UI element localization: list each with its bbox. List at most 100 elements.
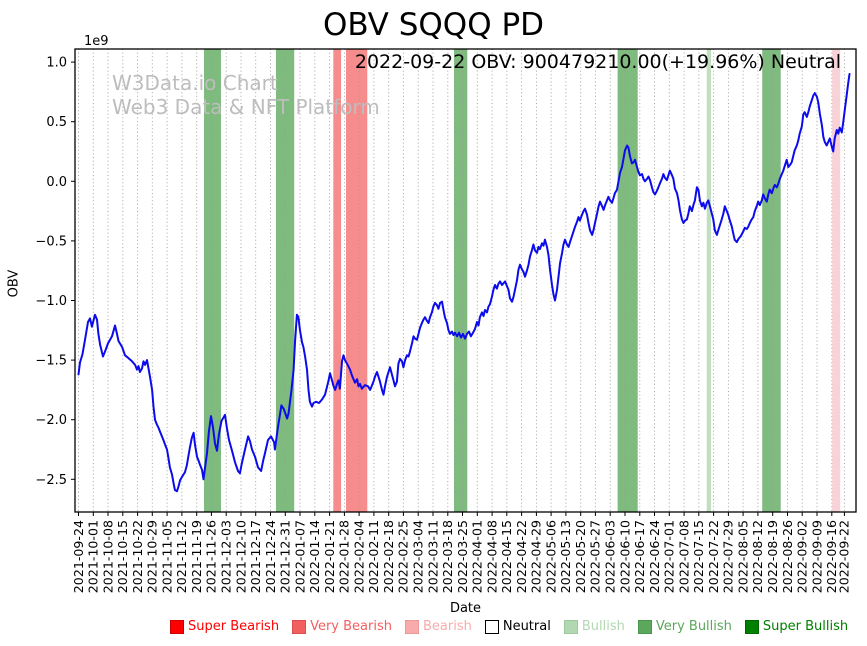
x-tick-label: 2022-09-09 [809, 520, 824, 593]
legend-swatch-bullish [563, 619, 578, 634]
x-tick-label: 2022-03-11 [425, 520, 440, 593]
x-tick-label: 2022-03-18 [440, 520, 455, 593]
x-tick-label: 2022-05-06 [543, 520, 558, 593]
x-tick-label: 2021-11-05 [159, 520, 174, 593]
obv-line [77, 73, 851, 493]
x-tick-label: 2022-08-12 [750, 520, 765, 593]
x-tick-label: 2022-07-01 [662, 520, 677, 593]
x-tick-label: 2021-12-17 [248, 520, 263, 593]
signal-band-very-bullish [454, 49, 468, 512]
y-tick-label: 0.5 [46, 115, 67, 130]
x-tick-label: 2022-06-03 [603, 520, 618, 593]
x-tick-label: 2022-06-24 [647, 520, 662, 593]
x-tick-label: 2022-01-07 [292, 520, 307, 593]
x-tick-label: 2022-04-15 [499, 520, 514, 593]
x-tick-label: 2022-07-15 [691, 520, 706, 593]
legend-item-very-bearish: Very Bearish [292, 619, 392, 634]
x-tick-label: 2022-09-22 [837, 520, 852, 593]
legend-label-bullish: Bullish [581, 619, 625, 634]
watermark: W3Data.io Chart Web3 Data & NFT Platform [112, 71, 380, 119]
legend-item-super-bearish: Super Bearish [170, 619, 279, 634]
legend-swatch-very-bullish [637, 619, 652, 634]
legend-label-neutral: Neutral [502, 619, 551, 634]
y-axis-offset-label: 1e9 [84, 34, 109, 49]
legend-label-super-bullish: Super Bullish [762, 619, 849, 634]
signal-band-very-bullish [276, 49, 295, 512]
y-tick-label: −0.5 [35, 234, 67, 249]
legend-item-super-bullish: Super Bullish [744, 619, 849, 634]
x-tick-label: 2021-10-15 [115, 520, 130, 593]
signal-band-very-bullish [762, 49, 781, 512]
signal-band-very-bullish [617, 49, 638, 512]
legend-swatch-very-bearish [292, 619, 307, 634]
y-tick-label: 1.0 [46, 56, 67, 71]
legend-swatch-super-bullish [744, 619, 759, 634]
x-tick-label: 2022-09-16 [824, 520, 839, 593]
x-tick-label: 2022-02-25 [396, 520, 411, 593]
x-tick-label: 2022-05-20 [573, 520, 588, 593]
x-tick-label: 2021-11-26 [204, 520, 219, 593]
legend-label-bearish: Bearish [422, 619, 472, 634]
x-tick-label: 2022-01-14 [307, 520, 322, 593]
x-tick-label: 2021-11-12 [174, 520, 189, 593]
y-tick-label: −1.5 [35, 354, 67, 369]
x-tick-label: 2022-05-13 [558, 520, 573, 593]
x-tick-label: 2022-02-04 [351, 520, 366, 593]
x-tick-label: 2022-07-08 [676, 520, 691, 593]
signal-band-bearish [832, 49, 841, 512]
legend-label-very-bearish: Very Bearish [310, 619, 392, 634]
legend-item-bullish: Bullish [563, 619, 625, 634]
x-tick-label: 2021-10-01 [86, 520, 101, 593]
x-tick-label: 2022-01-21 [322, 520, 337, 593]
x-tick-label: 2022-09-02 [795, 520, 810, 593]
y-tick-label: −1.0 [35, 294, 67, 309]
x-tick-label: 2021-12-03 [219, 520, 234, 593]
signal-legend: Super Bearish Very Bearish Bearish Neutral B… [170, 619, 848, 634]
legend-item-bearish: Bearish [404, 619, 472, 634]
latest-value-annotation: 2022-09-22 OBV: 900479210.00(+19.96%) Ne… [354, 51, 841, 73]
plot-border [74, 48, 857, 513]
x-tick-label: 2022-08-05 [735, 520, 750, 593]
x-tick-label: 2022-04-01 [470, 520, 485, 593]
x-tick-label: 2021-10-08 [100, 520, 115, 593]
x-tick-label: 2022-02-11 [366, 520, 381, 593]
x-tick-label: 2022-06-17 [632, 520, 647, 593]
legend-item-neutral: Neutral [484, 619, 551, 634]
signal-band-very-bearish [333, 49, 342, 512]
x-tick-label: 2022-02-18 [381, 520, 396, 593]
x-tick-label: 2022-05-27 [588, 520, 603, 593]
y-tick-label: −2.0 [35, 413, 67, 428]
x-tick-label: 2021-12-31 [278, 520, 293, 593]
x-axis-title: Date [449, 601, 482, 616]
y-tick-label: −2.5 [35, 473, 67, 488]
x-tick-label: 2021-10-29 [145, 520, 160, 593]
legend-swatch-super-bearish [170, 619, 184, 634]
chart-title: OBV SQQQ PD [322, 7, 545, 43]
x-tick-label: 2022-04-29 [529, 520, 544, 593]
x-tick-label: 2021-12-10 [233, 520, 248, 593]
x-tick-label: 2022-01-28 [337, 520, 352, 593]
x-tick-label: 2021-12-24 [263, 520, 278, 593]
signal-band-very-bearish [346, 49, 368, 512]
watermark-line-1: W3Data.io Chart [112, 71, 278, 95]
x-tick-label: 2022-04-08 [484, 520, 499, 593]
x-tick-label: 2021-09-24 [71, 520, 86, 593]
x-tick-label: 2022-06-10 [617, 520, 632, 593]
x-tick-label: 2022-03-25 [455, 520, 470, 593]
legend-label-super-bearish: Super Bearish [188, 619, 280, 634]
x-tick-label: 2021-11-19 [189, 520, 204, 593]
legend-label-very-bullish: Very Bullish [655, 619, 732, 634]
watermark-line-2: Web3 Data & NFT Platform [112, 95, 380, 119]
x-tick-label: 2022-08-26 [780, 520, 795, 593]
x-tick-label: 2022-04-22 [514, 520, 529, 593]
x-tick-label: 2022-07-29 [721, 520, 736, 593]
legend-item-very-bullish: Very Bullish [637, 619, 732, 634]
signal-band-bullish [706, 49, 711, 512]
signal-band-very-bullish [204, 49, 221, 512]
y-axis-title: OBV [6, 269, 22, 298]
y-tick-label: 0.0 [46, 175, 67, 190]
legend-swatch-bearish [404, 619, 419, 634]
legend-swatch-neutral [484, 619, 499, 634]
